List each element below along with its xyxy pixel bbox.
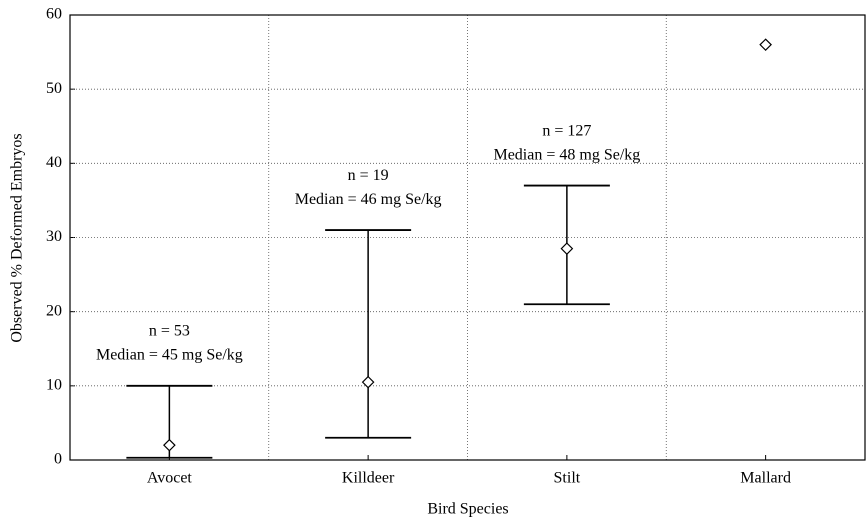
y-tick-label: 50 <box>46 80 62 97</box>
y-tick-label: 40 <box>46 154 62 171</box>
point <box>759 38 772 52</box>
plot-frame <box>69 14 866 461</box>
point <box>560 242 574 255</box>
y-tick-label: 0 <box>54 451 62 468</box>
point <box>361 375 375 389</box>
annotation: Median = 48 mg Se/kg <box>493 146 640 163</box>
annotation: n = 53 <box>149 323 190 340</box>
x-axis-label: Bird Species <box>427 501 508 518</box>
annotation: Median = 45 mg Se/kg <box>96 347 243 364</box>
y-tick-label: 60 <box>46 6 62 23</box>
annotation: Median = 46 mg Se/kg <box>295 191 442 208</box>
point <box>163 438 176 452</box>
x-tick-label: Mallard <box>740 470 791 487</box>
x-tick-label: Stilt <box>554 470 581 487</box>
y-axis-label: Observed % Deformed Embryos <box>9 133 26 342</box>
y-tick-label: 10 <box>46 377 62 394</box>
y-tick-label: 30 <box>46 228 62 245</box>
annotation: n = 19 <box>348 167 389 184</box>
x-tick-label: Avocet <box>147 470 193 487</box>
x-tick-label: Killdeer <box>342 470 395 487</box>
y-tick-label: 20 <box>46 302 62 319</box>
annotation: n = 127 <box>542 122 591 139</box>
